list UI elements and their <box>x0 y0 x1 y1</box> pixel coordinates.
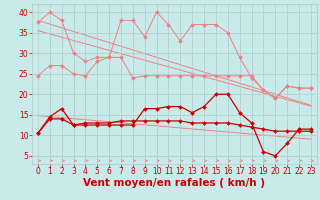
X-axis label: Vent moyen/en rafales ( km/h ): Vent moyen/en rafales ( km/h ) <box>84 178 265 188</box>
